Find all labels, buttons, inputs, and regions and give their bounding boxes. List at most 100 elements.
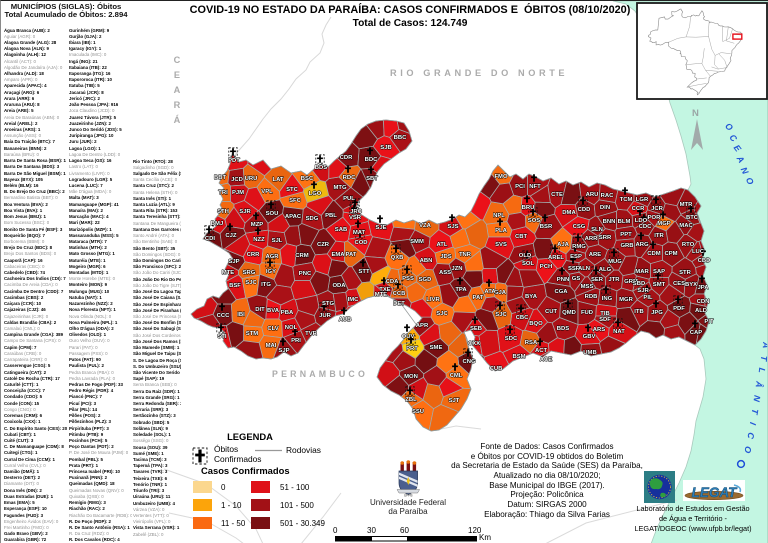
- svg-text:T: T: [759, 355, 768, 362]
- svg-text:CDM: CDM: [647, 251, 661, 257]
- svg-text:APR: APR: [416, 323, 429, 329]
- svg-text:ATA: ATA: [484, 289, 496, 295]
- svg-text:STR: STR: [679, 270, 692, 276]
- svg-text:LUC: LUC: [692, 249, 705, 255]
- svg-text:MGR: MGR: [619, 297, 633, 303]
- svg-text:CTE: CTE: [551, 192, 563, 198]
- svg-text:ASS: ASS: [439, 270, 451, 276]
- svg-text:ARU: ARU: [586, 192, 599, 198]
- svg-text:BSM: BSM: [512, 354, 525, 360]
- svg-text:SDC: SDC: [505, 336, 518, 342]
- svg-text:GRB: GRB: [620, 243, 633, 249]
- svg-text:FUD: FUD: [581, 310, 593, 316]
- svg-text:CDC: CDC: [639, 224, 653, 230]
- svg-text:BDS: BDS: [557, 326, 570, 332]
- svg-text:SJS: SJS: [447, 224, 458, 230]
- svg-text:CGA: CGA: [554, 289, 568, 295]
- svg-text:SJL: SJL: [272, 238, 283, 244]
- svg-text:CZR: CZR: [317, 242, 330, 248]
- svg-text:CRM: CRM: [295, 253, 309, 259]
- svg-text:PNC: PNC: [299, 271, 312, 277]
- svg-text:NFT: NFT: [529, 184, 541, 190]
- svg-text:CSG: CSG: [573, 224, 586, 230]
- svg-text:A: A: [734, 153, 746, 165]
- svg-text:ARR: ARR: [585, 236, 599, 242]
- svg-text:SOU: SOU: [266, 211, 279, 217]
- svg-text:PDF: PDF: [673, 306, 685, 312]
- svg-text:DIT: DIT: [255, 307, 265, 313]
- svg-text:PJM: PJM: [232, 190, 244, 196]
- svg-text:OUV: OUV: [402, 334, 415, 340]
- svg-text:MSS: MSS: [581, 284, 594, 290]
- svg-text:MAT: MAT: [353, 230, 366, 236]
- svg-text:PAT: PAT: [473, 295, 484, 301]
- svg-text:CML: CML: [450, 373, 463, 379]
- svg-text:LGR: LGR: [636, 197, 649, 203]
- svg-text:SJR: SJR: [637, 288, 649, 294]
- svg-text:IGY: IGY: [266, 269, 276, 275]
- svg-text:TVR: TVR: [305, 331, 318, 337]
- svg-text:SSR: SSR: [568, 266, 581, 272]
- svg-text:GRM: GRM: [624, 279, 638, 285]
- svg-text:L: L: [757, 367, 768, 373]
- svg-text:PPT: PPT: [620, 232, 632, 238]
- svg-text:JTR: JTR: [608, 277, 620, 283]
- svg-text:MTR: MTR: [680, 202, 694, 208]
- svg-text:BSR: BSR: [540, 224, 553, 230]
- svg-text:PBA: PBA: [281, 310, 294, 316]
- svg-text:MON: MON: [404, 374, 418, 380]
- svg-text:MUG: MUG: [608, 259, 622, 265]
- svg-text:JCR: JCR: [651, 206, 664, 212]
- svg-text:ITR: ITR: [654, 233, 664, 239]
- svg-text:O: O: [744, 176, 756, 186]
- svg-text:STG: STG: [322, 301, 335, 307]
- svg-text:ARE: ARE: [589, 252, 602, 258]
- svg-text:PDT: PDT: [228, 158, 240, 164]
- svg-text:SRR: SRR: [599, 235, 612, 241]
- svg-text:C: C: [727, 132, 739, 144]
- svg-text:BBC: BBC: [394, 135, 408, 141]
- svg-text:OLD: OLD: [519, 253, 531, 259]
- svg-text:SGD: SGD: [419, 277, 432, 283]
- svg-text:RTO: RTO: [682, 242, 695, 248]
- svg-text:JDS: JDS: [440, 254, 452, 260]
- svg-text:BTC: BTC: [686, 215, 699, 221]
- svg-text:BSC: BSC: [301, 176, 314, 182]
- svg-text:BYA: BYA: [525, 294, 538, 300]
- svg-text:SVS: SVS: [495, 242, 507, 248]
- svg-text:MZP: MZP: [251, 222, 264, 228]
- svg-text:STC: STC: [286, 187, 299, 193]
- svg-text:MAC: MAC: [679, 223, 693, 229]
- svg-text:JRC: JRC: [350, 209, 363, 215]
- svg-text:ABN: ABN: [420, 258, 433, 264]
- svg-text:VPL: VPL: [261, 189, 273, 195]
- svg-text:RIO GRANDE DO NORTE: RIO GRANDE DO NORTE: [390, 68, 568, 78]
- svg-text:PBL: PBL: [325, 213, 337, 219]
- svg-text:SJC: SJC: [245, 280, 257, 286]
- svg-text:SJP: SJP: [278, 348, 289, 354]
- svg-text:Á: Á: [174, 114, 181, 125]
- svg-text:ARS: ARS: [593, 327, 606, 333]
- svg-text:T: T: [749, 408, 760, 416]
- svg-text:SAB: SAB: [335, 227, 347, 233]
- svg-text:ODA: ODA: [332, 283, 346, 289]
- svg-text:ACT: ACT: [535, 348, 548, 354]
- svg-text:MAI: MAI: [266, 343, 277, 349]
- svg-text:SOL: SOL: [522, 261, 535, 267]
- svg-text:DIN: DIN: [600, 205, 610, 211]
- svg-text:VSR: VSR: [349, 215, 362, 221]
- svg-text:CCB: CCB: [393, 291, 406, 297]
- svg-text:CBC: CBC: [516, 315, 530, 321]
- svg-text:PERNAMBUCO: PERNAMBUCO: [272, 369, 368, 379]
- svg-text:AUB: AUB: [339, 317, 352, 323]
- svg-text:ESP: ESP: [570, 254, 582, 260]
- svg-text:BYX: BYX: [685, 282, 697, 288]
- svg-text:CBT: CBT: [515, 234, 528, 240]
- svg-text:TIB: TIB: [600, 311, 610, 317]
- svg-text:SOS: SOS: [528, 218, 541, 224]
- svg-text:CUT: CUT: [545, 309, 558, 315]
- svg-text:EMA: EMA: [331, 252, 345, 258]
- svg-text:DMA: DMA: [562, 210, 576, 216]
- svg-text:CNG: CNG: [462, 359, 476, 365]
- svg-text:E: E: [732, 143, 744, 155]
